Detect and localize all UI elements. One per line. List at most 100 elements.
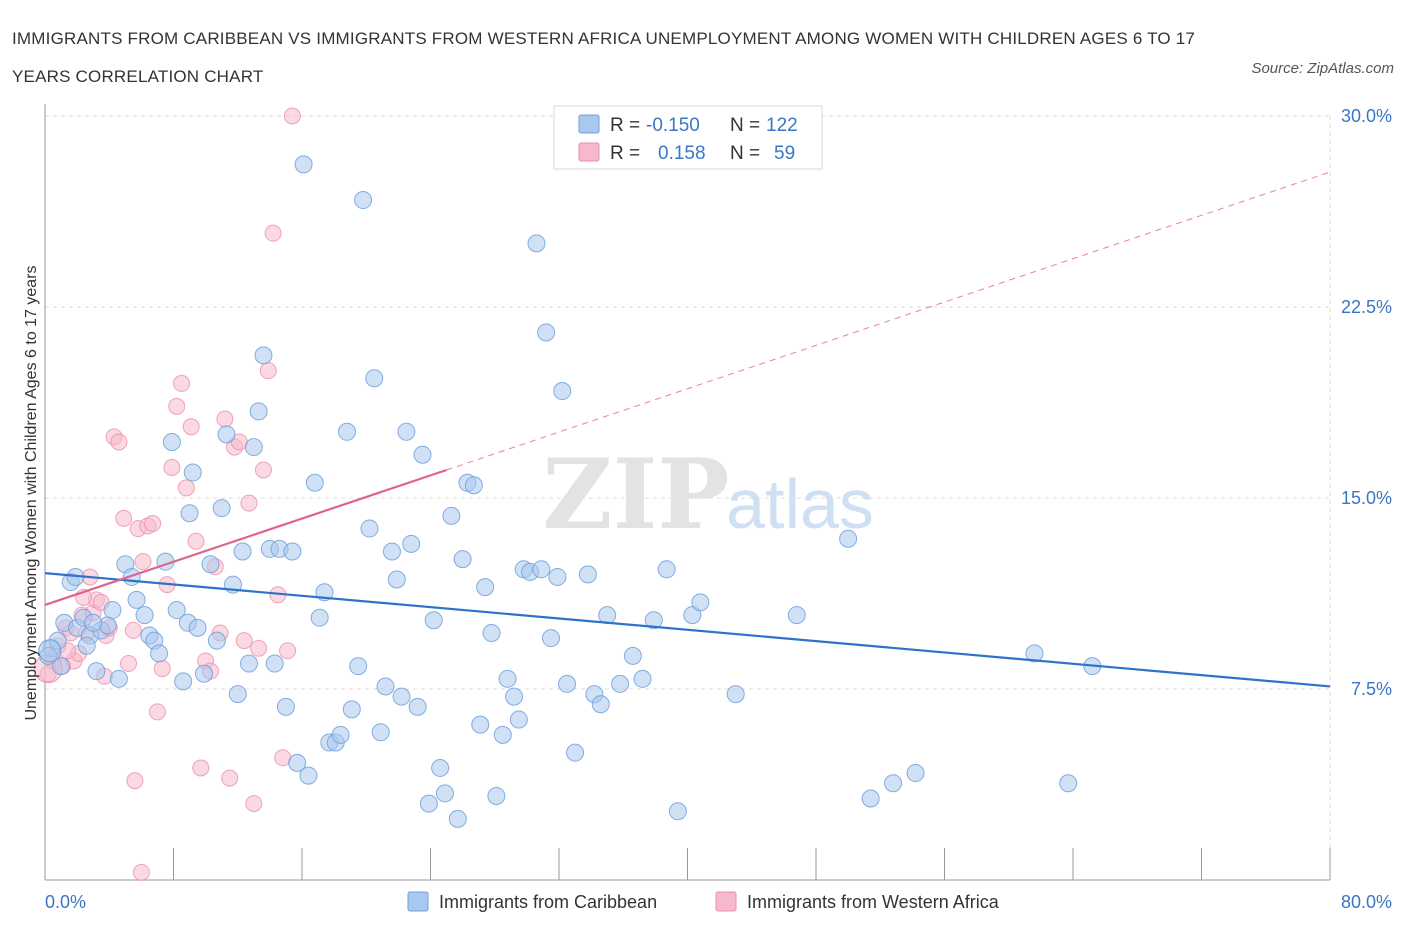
data-point-caribbean — [331, 725, 350, 744]
legend-label-caribbean: Immigrants from Caribbean — [439, 892, 657, 912]
data-point-caribbean — [276, 697, 295, 716]
data-point-caribbean — [537, 323, 556, 342]
data-point-caribbean — [397, 422, 416, 441]
data-point-caribbean — [239, 654, 258, 673]
data-point-caribbean — [487, 786, 506, 805]
stats-n-value-caribbean: 122 — [766, 115, 798, 136]
data-point-caribbean — [839, 529, 858, 548]
data-point-caribbean — [305, 473, 324, 492]
stats-n-label-caribbean: N = — [730, 115, 760, 136]
stats-r-label-caribbean: R = — [610, 115, 640, 136]
data-point-caribbean — [683, 606, 702, 625]
data-point-caribbean — [861, 789, 880, 808]
data-point-caribbean — [201, 555, 220, 574]
data-point-caribbean — [431, 758, 450, 777]
data-point-caribbean — [668, 802, 687, 821]
data-point-caribbean — [392, 687, 411, 706]
data-point-caribbean — [294, 155, 313, 174]
stats-n-label-western-africa: N = — [730, 143, 760, 164]
stats-r-value-caribbean: -0.150 — [646, 115, 700, 136]
data-point-caribbean — [376, 677, 395, 696]
data-point-caribbean — [448, 809, 467, 828]
trend-line-western-africa — [44, 468, 447, 607]
data-point-caribbean — [382, 542, 401, 561]
data-point-caribbean — [109, 669, 128, 688]
data-point-caribbean — [195, 664, 214, 683]
x-tick-label-min: 0.0% — [45, 892, 86, 912]
data-point-caribbean — [162, 432, 181, 451]
data-point-caribbean — [527, 234, 546, 253]
y-axis-label: Unemployment Among Women with Children A… — [23, 265, 40, 720]
data-point-caribbean — [424, 611, 443, 630]
data-point-caribbean — [1025, 644, 1044, 663]
data-point-caribbean — [188, 618, 207, 637]
data-point-western-africa — [250, 639, 268, 657]
series-legend: Immigrants from Caribbean Immigrants fro… — [407, 891, 1000, 912]
data-point-caribbean — [84, 613, 103, 632]
data-point-caribbean — [611, 674, 630, 693]
data-point-caribbean — [183, 463, 202, 482]
data-point-caribbean — [354, 191, 373, 210]
data-point-caribbean — [402, 534, 421, 553]
legend-swatch-caribbean — [407, 891, 429, 912]
data-point-caribbean — [342, 700, 361, 719]
data-point-caribbean — [442, 506, 461, 525]
series-western-africa — [33, 107, 301, 881]
data-point-caribbean — [233, 542, 252, 561]
data-point-western-africa — [192, 759, 210, 777]
data-point-caribbean — [464, 476, 483, 495]
y-tick-label: 7.5% — [1351, 679, 1392, 699]
y-tick-label: 15.0% — [1341, 488, 1392, 508]
data-point-caribbean — [365, 369, 384, 388]
data-point-caribbean — [244, 438, 263, 457]
data-point-western-africa — [279, 642, 297, 660]
stats-legend: R = -0.150 N = 122 R = 0.158 N = 59 — [553, 105, 823, 170]
y-tick-label: 30.0% — [1341, 106, 1392, 126]
data-point-western-africa — [134, 553, 152, 571]
data-point-western-africa — [132, 863, 150, 881]
data-point-caribbean — [532, 560, 551, 579]
data-point-caribbean — [174, 672, 193, 691]
data-point-caribbean — [180, 504, 199, 523]
data-point-caribbean — [623, 646, 642, 665]
data-point-caribbean — [249, 402, 268, 421]
data-point-caribbean — [360, 519, 379, 538]
data-point-caribbean — [591, 695, 610, 714]
data-point-western-africa — [240, 494, 258, 512]
data-point-caribbean — [387, 570, 406, 589]
data-point-caribbean — [254, 346, 273, 365]
legend-label-western-africa: Immigrants from Western Africa — [747, 892, 1000, 912]
data-point-caribbean — [691, 593, 710, 612]
data-point-caribbean — [566, 743, 585, 762]
source-credit: Source: ZipAtlas.com — [1251, 60, 1394, 77]
data-point-caribbean — [498, 669, 517, 688]
data-point-western-africa — [110, 433, 128, 451]
chart-title: IMMIGRANTS FROM CARIBBEAN VS IMMIGRANTS … — [12, 29, 1196, 86]
stats-r-label-western-africa: R = — [610, 143, 640, 164]
data-point-caribbean — [52, 657, 71, 676]
data-point-caribbean — [419, 794, 438, 813]
data-point-caribbean — [38, 639, 62, 663]
data-point-western-africa — [245, 795, 263, 813]
data-point-western-africa — [235, 632, 253, 650]
data-point-caribbean — [337, 422, 356, 441]
data-point-caribbean — [558, 674, 577, 693]
data-point-western-africa — [283, 107, 301, 125]
stats-n-value-western-africa: 59 — [774, 143, 795, 164]
data-point-western-africa — [264, 224, 282, 242]
data-point-western-africa — [187, 532, 205, 550]
trend-extension-western-africa — [446, 171, 1331, 471]
data-point-caribbean — [493, 725, 512, 744]
data-point-caribbean — [207, 631, 226, 650]
watermark: ZIP atlas — [542, 438, 874, 551]
data-point-caribbean — [548, 567, 567, 586]
data-point-caribbean — [578, 565, 597, 584]
data-point-caribbean — [150, 644, 169, 663]
data-point-caribbean — [127, 590, 146, 609]
data-point-caribbean — [288, 753, 307, 772]
data-point-caribbean — [283, 542, 302, 561]
data-point-caribbean — [413, 445, 432, 464]
data-point-caribbean — [505, 687, 524, 706]
data-point-western-africa — [126, 772, 144, 790]
